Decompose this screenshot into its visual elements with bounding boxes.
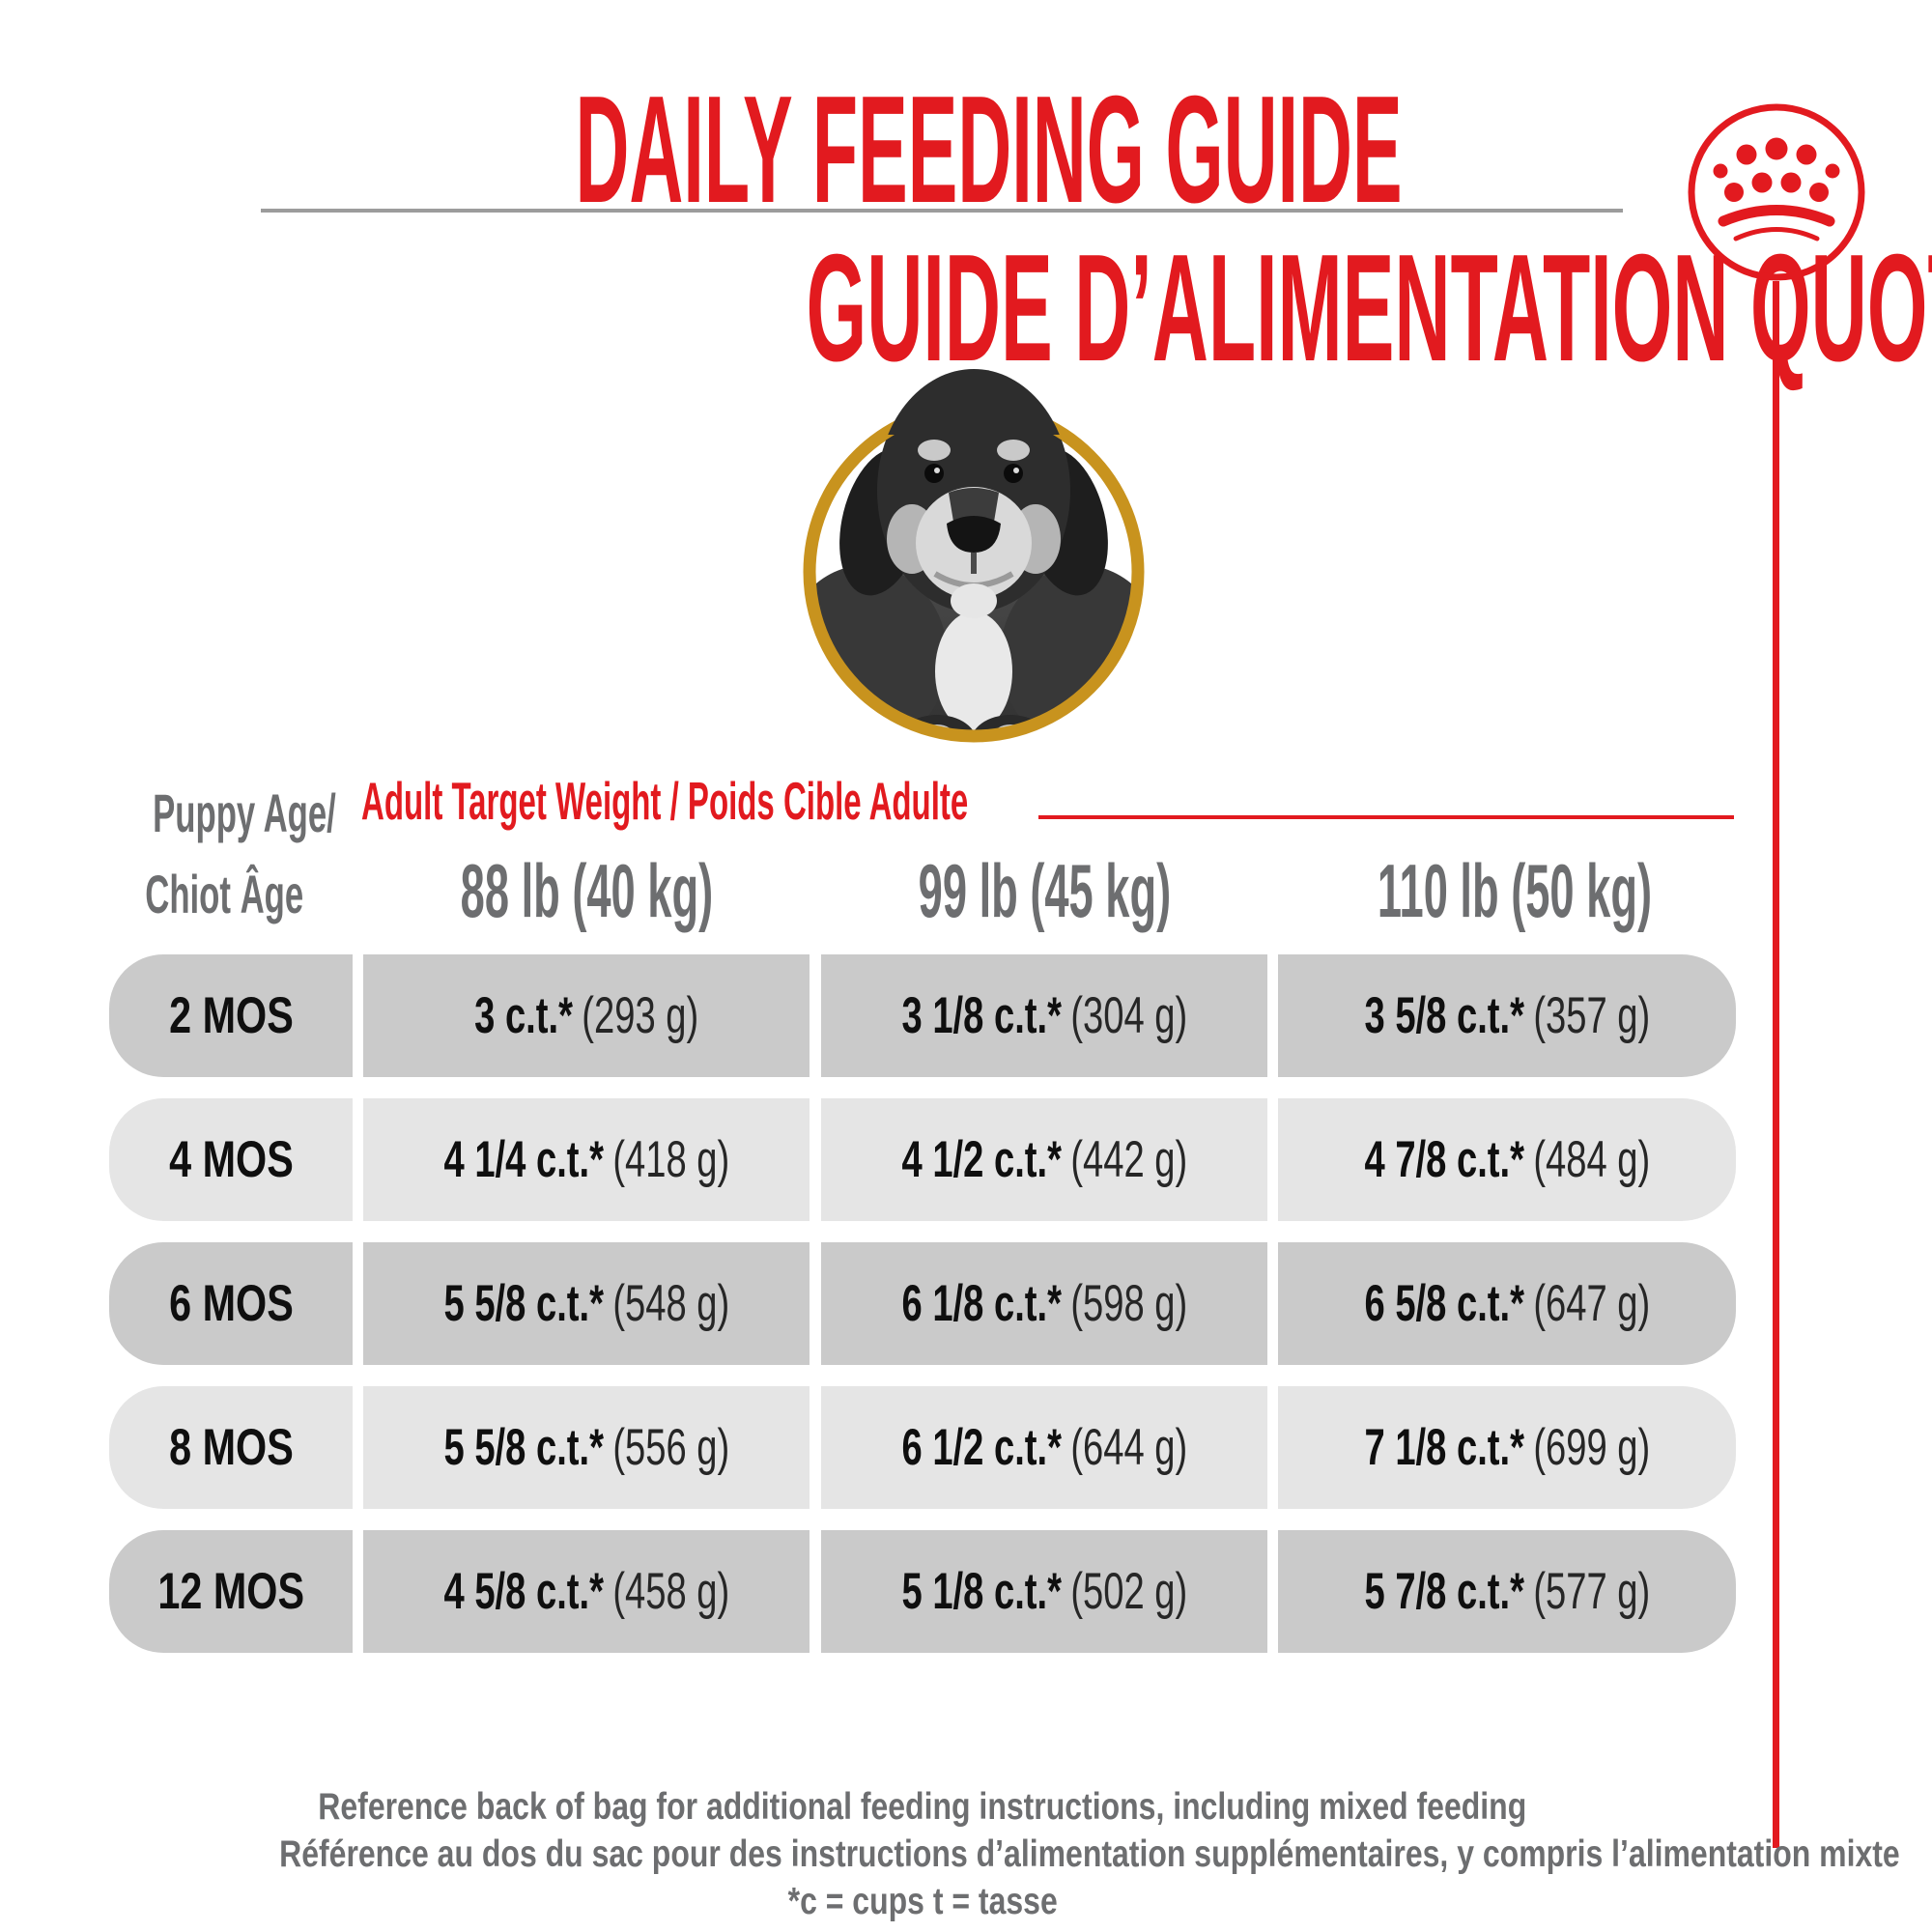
footer-line-french: Référence au dos du sac pour des instruc… xyxy=(279,1833,1900,1875)
value-cell: 4 5/8 c.t.* (458 g) xyxy=(363,1530,810,1653)
page-title-french: GUIDE D’ALIMENTATION QUOTIDIEN xyxy=(806,223,1932,393)
value-cell: 3 c.t.* (293 g) xyxy=(363,954,810,1077)
value-cell: 3 5/8 c.t.* (357 g) xyxy=(1278,954,1736,1077)
value-cell: 4 7/8 c.t.* (484 g) xyxy=(1278,1098,1736,1221)
footer-line-english: Reference back of bag for additional fee… xyxy=(318,1786,1527,1828)
weight-column-headers: 88 lb (40 kg) 99 lb (45 kg) 110 lb (50 k… xyxy=(109,850,1736,931)
value-cell: 6 5/8 c.t.* (647 g) xyxy=(1278,1242,1736,1365)
age-cell: 6 MOS xyxy=(109,1242,353,1365)
age-cell: 8 MOS xyxy=(109,1386,353,1509)
column-header-99lb: 99 lb (45 kg) xyxy=(918,848,1171,933)
group-header-underline xyxy=(1038,815,1734,819)
table-row-2mos: 2 MOS 3 c.t.* (293 g) 3 1/8 c.t.* (304 g) … xyxy=(109,954,1736,1077)
value-cell: 5 1/8 c.t.* (502 g) xyxy=(821,1530,1267,1653)
page-title-english: DAILY FEEDING GUIDE xyxy=(575,65,1403,235)
row-axis-label: Puppy Age/ Chiot Âge xyxy=(145,782,336,924)
value-cell: 3 1/8 c.t.* (304 g) xyxy=(821,954,1267,1077)
title-divider xyxy=(261,209,1623,213)
value-cell: 5 5/8 c.t.* (556 g) xyxy=(363,1386,810,1509)
header-spacer xyxy=(109,850,363,931)
table-row-6mos: 6 MOS 5 5/8 c.t.* (548 g) 6 1/8 c.t.* (598… xyxy=(109,1242,1736,1365)
value-cell: 5 7/8 c.t.* (577 g) xyxy=(1278,1530,1736,1653)
puppy-head xyxy=(839,369,1108,618)
footer-notes: Reference back of bag for additional fee… xyxy=(101,1783,1900,1925)
table-row-8mos: 8 MOS 5 5/8 c.t.* (556 g) 6 1/2 c.t.* (644… xyxy=(109,1386,1736,1509)
value-cell: 6 1/2 c.t.* (644 g) xyxy=(821,1386,1267,1509)
value-cell: 5 5/8 c.t.* (548 g) xyxy=(363,1242,810,1365)
age-cell: 4 MOS xyxy=(109,1098,353,1221)
value-cell: 4 1/2 c.t.* (442 g) xyxy=(821,1098,1267,1221)
footer-legend: *c = cups t = tasse xyxy=(787,1881,1058,1922)
vertical-accent-line xyxy=(1773,281,1779,1848)
column-header-88lb: 88 lb (40 kg) xyxy=(460,848,713,933)
value-cell: 7 1/8 c.t.* (699 g) xyxy=(1278,1386,1736,1509)
age-cell: 12 MOS xyxy=(109,1530,353,1653)
table-row-4mos: 4 MOS 4 1/4 c.t.* (418 g) 4 1/2 c.t.* (442… xyxy=(109,1098,1736,1221)
value-cell: 6 1/8 c.t.* (598 g) xyxy=(821,1242,1267,1365)
puppy-photo xyxy=(803,369,1145,743)
column-header-110lb: 110 lb (50 kg) xyxy=(1377,848,1653,933)
value-cell: 4 1/4 c.t.* (418 g) xyxy=(363,1098,810,1221)
royal-canin-crown-icon xyxy=(1688,103,1865,281)
column-group-header: Adult Target Weight / Poids Cible Adulte xyxy=(361,771,969,831)
table-row-12mos: 12 MOS 4 5/8 c.t.* (458 g) 5 1/8 c.t.* (50… xyxy=(109,1530,1736,1653)
age-cell: 2 MOS xyxy=(109,954,353,1077)
